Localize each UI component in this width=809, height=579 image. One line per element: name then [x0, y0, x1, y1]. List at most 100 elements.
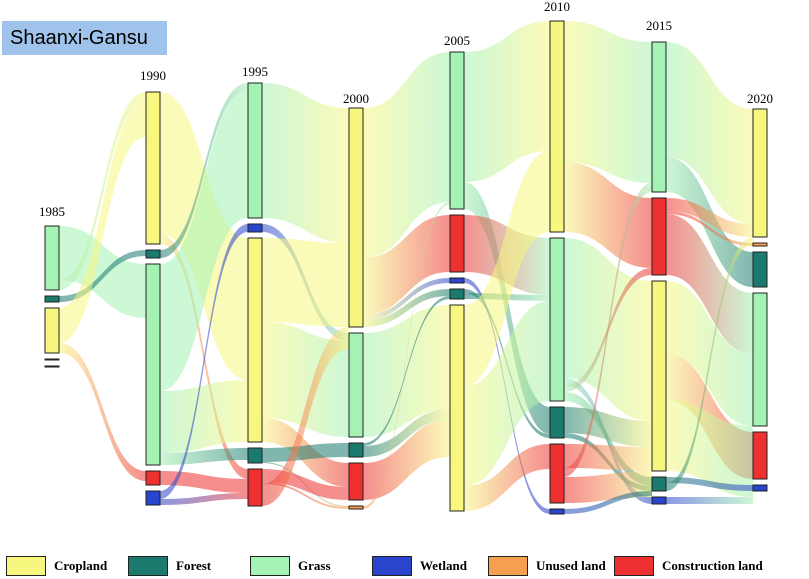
flow-links	[59, 21, 753, 514]
flow-2015-forest-to-cropland	[666, 237, 753, 491]
flow-1985-cropland-to-construction-land	[59, 343, 146, 481]
node-2015-wetland	[651, 496, 667, 505]
flow-1995-construction-land-to-unused-land	[262, 482, 349, 509]
flow-2010-construction-land-to-grass	[564, 183, 652, 477]
node-1995-forest	[247, 447, 263, 464]
year-label-2020: 2020	[747, 91, 773, 106]
flow-2015-cropland-to-grass	[666, 281, 753, 426]
flow-2000-unused-land-to-grass	[363, 202, 450, 509]
flow-1985-forest-to-forest	[59, 250, 146, 302]
node-1995-wetland	[247, 223, 263, 233]
node-2020-grass	[752, 292, 768, 427]
node-2010-cropland	[549, 20, 565, 233]
node-2015-construction-land	[651, 197, 667, 276]
flow-2005-cropland-to-construction-land	[464, 444, 550, 511]
year-label-1990: 1990	[140, 68, 166, 83]
node-2005-construction-land	[449, 214, 465, 273]
legend-label: Cropland	[54, 558, 108, 573]
year-labels: 1985 1990 1995 2000 2005 2010 2015 2020	[39, 0, 773, 219]
flow-1995-cropland-to-cropland	[262, 238, 349, 327]
legend-label: Wetland	[420, 558, 467, 573]
flow-1990-wetland-to-wetland	[160, 224, 248, 499]
flow-2000-forest-to-cropland	[363, 409, 450, 457]
legend-swatch-grass	[250, 556, 290, 576]
node-2005-grass	[449, 51, 465, 210]
flow-1990-forest-to-grass	[160, 83, 248, 258]
node-2000-forest	[348, 442, 364, 458]
legend-label: Forest	[176, 558, 212, 573]
legend: Cropland Forest Grass Wetland Unused land Con…	[0, 553, 809, 579]
node-2000-grass	[348, 332, 364, 438]
node-2005-wetland	[449, 277, 465, 284]
year-label-1985: 1985	[39, 204, 65, 219]
legend-item-cropland: Cropland	[6, 553, 107, 579]
node-2010-forest	[549, 406, 565, 439]
flow-2015-cropland-to-grass	[666, 400, 753, 497]
node-1985-construction-land	[44, 365, 60, 368]
node-2020-cropland	[752, 108, 768, 238]
node-2010-wetland	[549, 508, 565, 515]
node-1985-cropland	[44, 307, 60, 354]
legend-swatch-wetland	[372, 556, 412, 576]
flow-2005-grass-to-cropland	[464, 21, 550, 182]
land-use-nodes	[44, 20, 768, 515]
node-1990-grass	[145, 263, 161, 466]
node-2010-construction-land	[549, 443, 565, 504]
node-2015-grass	[651, 41, 667, 193]
flow-1985-grass-to-cropland	[59, 92, 146, 290]
flow-1990-cropland-to-construction-land	[160, 234, 248, 479]
node-2010-grass	[549, 237, 565, 402]
legend-item-construction-land: Construction land	[614, 553, 763, 579]
node-1995-cropland	[247, 237, 263, 443]
flow-2015-grass-to-cropland	[666, 42, 753, 224]
flow-2005-cropland-to-cropland	[464, 151, 550, 386]
flow-2000-cropland-to-grass	[363, 52, 450, 258]
node-2020-forest	[752, 251, 768, 288]
flow-1985-grass-to-grass	[59, 226, 146, 318]
flow-1990-grass-to-forest	[160, 448, 248, 465]
flow-2015-construction-land-to-cropland	[666, 198, 753, 237]
legend-swatch-construction-land	[614, 556, 654, 576]
flow-2015-forest-to-wetland	[666, 477, 753, 491]
legend-swatch-forest	[128, 556, 168, 576]
node-2020-construction-land	[752, 431, 768, 480]
flow-2010-wetland-to-forest	[564, 491, 652, 514]
node-2005-cropland	[449, 304, 465, 512]
year-label-1995: 1995	[242, 64, 268, 79]
flow-1990-wetland-to-construction-land	[160, 493, 248, 505]
node-2000-cropland	[348, 107, 364, 328]
flow-2010-forest-to-cropland	[564, 407, 652, 447]
legend-item-unused-land: Unused land	[488, 553, 606, 579]
flow-2000-construction-land-to-cropland	[363, 420, 450, 500]
node-2020-unused-land	[752, 242, 768, 247]
region-title: Shaanxi-Gansu	[10, 27, 148, 49]
node-1990-forest	[145, 249, 161, 259]
legend-label: Grass	[298, 558, 331, 573]
legend-item-wetland: Wetland	[372, 553, 467, 579]
region-title-box	[2, 21, 167, 55]
node-2020-wetland	[752, 484, 768, 492]
node-2000-unused-land	[348, 505, 364, 510]
flow-1995-grass-to-cropland	[262, 83, 349, 243]
flow-2010-cropland-to-grass	[564, 21, 652, 183]
legend-swatch-unused-land	[488, 556, 528, 576]
legend-label: Construction land	[662, 558, 763, 573]
flow-1990-grass-to-grass	[160, 91, 248, 391]
legend-label: Unused land	[536, 558, 606, 573]
flow-2000-cropland-to-wetland	[363, 278, 450, 320]
flow-2000-cropland-to-construction-land	[363, 215, 450, 315]
node-1995-grass	[247, 82, 263, 219]
flow-2000-forest-to-forest	[363, 296, 450, 446]
flow-1995-forest-to-forest	[262, 443, 349, 462]
node-1985-forest	[44, 295, 60, 303]
flow-2010-cropland-to-construction-land	[564, 162, 652, 268]
flow-2015-construction-land-to-unused-land	[666, 211, 753, 246]
flow-2015-construction-land-to-grass	[666, 214, 753, 354]
node-1985-unused-land	[44, 358, 60, 361]
node-1995-construction-land	[247, 468, 263, 507]
flow-2005-cropland-to-grass	[464, 301, 550, 486]
legend-item-forest: Forest	[128, 553, 211, 579]
flow-2010-construction-land-to-cropland	[564, 444, 652, 471]
node-1985-grass	[44, 225, 60, 291]
